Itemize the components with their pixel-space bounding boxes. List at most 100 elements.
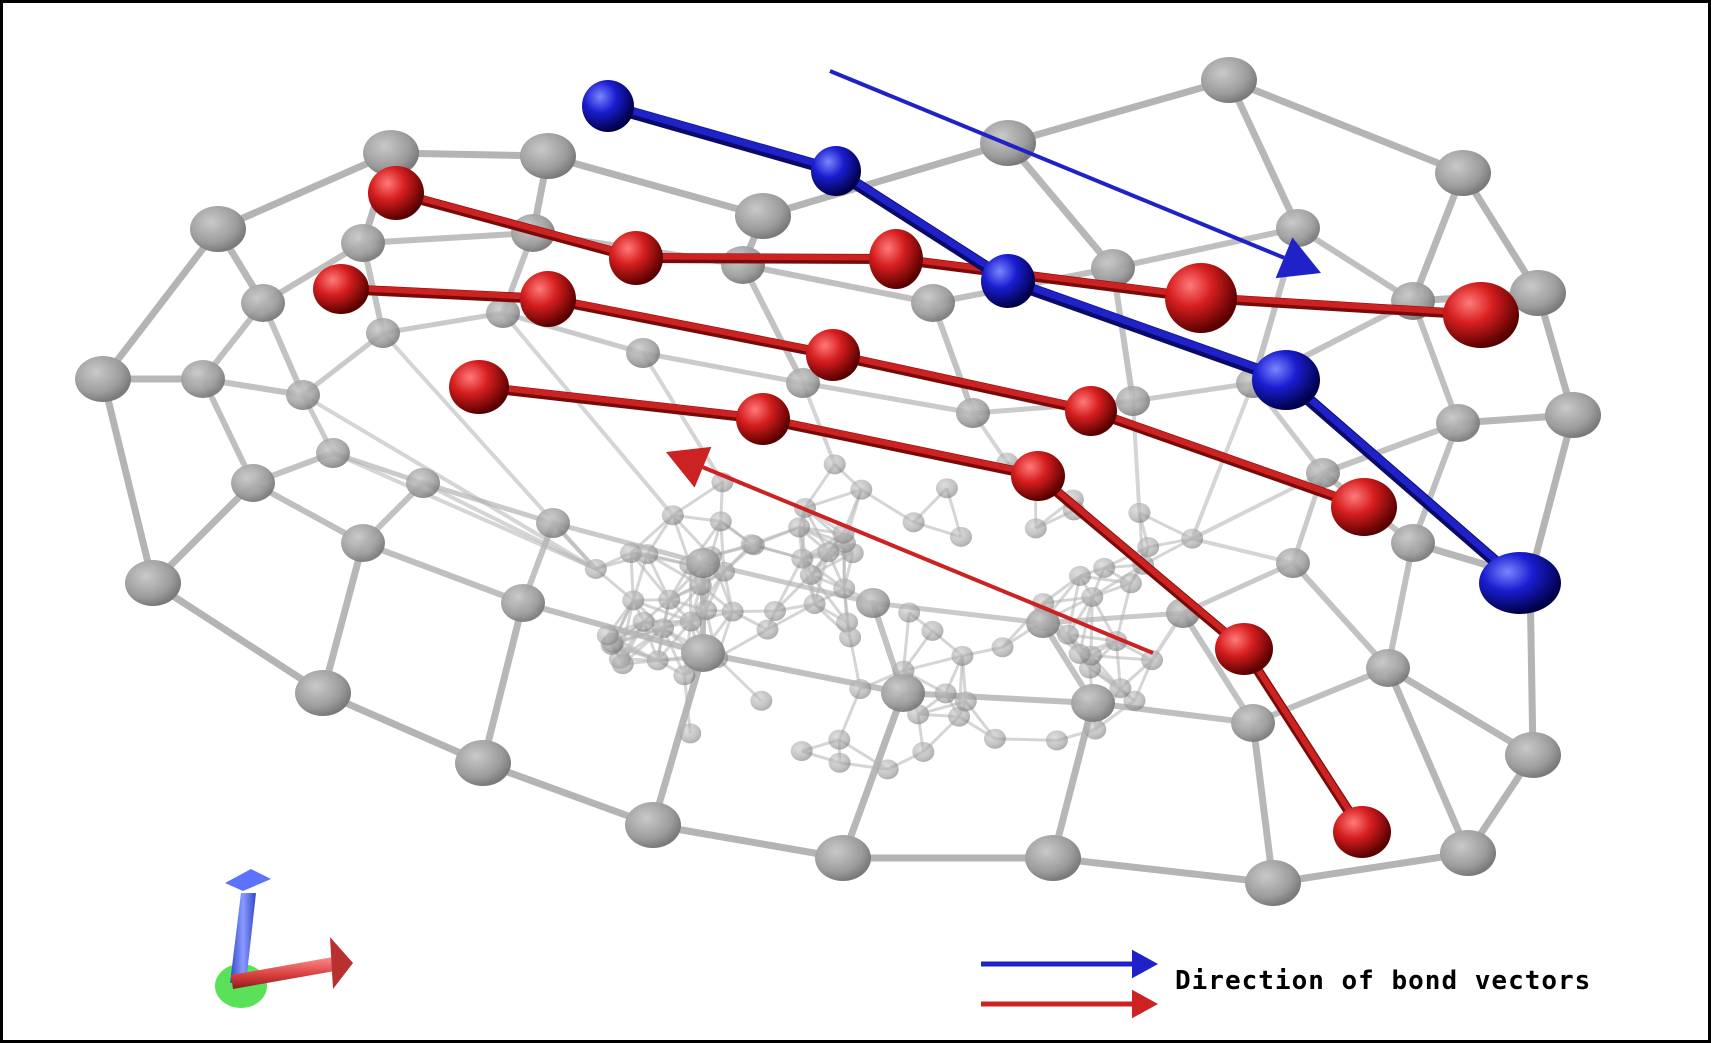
grey-atom bbox=[241, 284, 285, 322]
grey-atom bbox=[646, 650, 669, 671]
grey-atom bbox=[455, 740, 511, 786]
grey-atom bbox=[486, 298, 520, 328]
grey-atom bbox=[935, 478, 958, 499]
grey-atom bbox=[1276, 548, 1310, 578]
grey-bond bbox=[1249, 719, 1277, 887]
grey-atom bbox=[75, 356, 131, 402]
grey-atom bbox=[679, 611, 702, 632]
grey-atom bbox=[799, 564, 822, 585]
grey-bond bbox=[1040, 610, 1186, 626]
grey-atom bbox=[536, 508, 570, 538]
grey-atom bbox=[181, 360, 225, 398]
blue-atom bbox=[582, 80, 634, 132]
blue-atom bbox=[1252, 350, 1320, 410]
grey-bond bbox=[759, 139, 1012, 220]
red-atom bbox=[1443, 282, 1519, 348]
grey-bond bbox=[1131, 399, 1142, 515]
grey-atom bbox=[686, 548, 720, 578]
grey-atom bbox=[839, 627, 862, 648]
grey-atom bbox=[791, 548, 814, 569]
red-atom bbox=[869, 229, 923, 289]
grey-bond bbox=[640, 350, 806, 386]
red-atom-chains bbox=[313, 166, 1519, 858]
blue-atom bbox=[1479, 552, 1561, 614]
grey-bond bbox=[800, 380, 976, 416]
grey-atom bbox=[1545, 392, 1601, 438]
grey-bond bbox=[1110, 225, 1301, 271]
grey-atom bbox=[828, 752, 851, 773]
grey-atom bbox=[1068, 565, 1091, 586]
red-atom bbox=[1011, 451, 1065, 501]
red-atom bbox=[1331, 478, 1397, 536]
grey-atom bbox=[1093, 557, 1116, 578]
grey-bond bbox=[740, 262, 806, 386]
grey-atom bbox=[619, 543, 642, 564]
grey-atom bbox=[902, 512, 925, 533]
grey-atom bbox=[828, 729, 851, 750]
grey-atom bbox=[951, 645, 974, 666]
legend-blue-arrow-head bbox=[1132, 949, 1158, 979]
grey-atom bbox=[1435, 150, 1491, 196]
grey-bond bbox=[1526, 411, 1577, 582]
grey-atom bbox=[1068, 643, 1091, 664]
grey-bond bbox=[1180, 560, 1296, 616]
grey-atom bbox=[956, 398, 990, 428]
grey-atom bbox=[1201, 57, 1257, 103]
grey-atom bbox=[1181, 528, 1204, 549]
red-direction-arrow-shaft bbox=[702, 465, 1154, 655]
grey-atom bbox=[1025, 835, 1081, 881]
grey-bond bbox=[1410, 298, 1461, 426]
grey-atom bbox=[786, 368, 820, 398]
blue-bond-highlight bbox=[1004, 275, 1290, 382]
grey-atom bbox=[948, 706, 971, 727]
red-bond-highlight bbox=[1198, 293, 1484, 317]
grey-atom bbox=[1024, 518, 1047, 539]
grey-bond bbox=[1004, 76, 1233, 147]
grey-atom bbox=[286, 380, 320, 410]
grey-bond bbox=[99, 375, 157, 587]
red-atom bbox=[1065, 386, 1117, 436]
red-atom bbox=[313, 264, 369, 314]
grey-atom bbox=[921, 620, 944, 641]
grey-bond bbox=[1385, 540, 1416, 671]
grey-bond bbox=[641, 351, 725, 485]
grey-bond bbox=[360, 540, 526, 606]
grey-atom bbox=[1119, 573, 1142, 594]
grey-atom bbox=[366, 318, 400, 348]
grey-bond bbox=[360, 230, 536, 246]
grey-bond bbox=[1225, 76, 1302, 232]
grey-atom bbox=[1045, 730, 1068, 751]
grey-bond bbox=[1290, 560, 1391, 671]
grey-atom bbox=[817, 542, 840, 563]
grey-atom bbox=[1366, 649, 1410, 687]
grey-bond bbox=[1180, 610, 1256, 726]
molecular-structure-diagram bbox=[75, 57, 1601, 1019]
grey-atom bbox=[1510, 270, 1566, 316]
grey-atom bbox=[625, 802, 681, 848]
axis-y-head bbox=[225, 869, 271, 891]
legend-label: Direction of bond vectors bbox=[1175, 966, 1592, 996]
red-atom bbox=[806, 329, 860, 381]
grey-atom bbox=[983, 728, 1006, 749]
grey-atom bbox=[658, 589, 681, 610]
grey-atom bbox=[406, 468, 440, 498]
grey-atom bbox=[626, 338, 660, 368]
grey-atom bbox=[632, 611, 655, 632]
grey-bond bbox=[380, 310, 506, 336]
grey-atom bbox=[750, 690, 773, 711]
grey-atom bbox=[596, 625, 619, 646]
grey-bond bbox=[649, 821, 847, 862]
grey-atom bbox=[501, 584, 545, 622]
grey-atom bbox=[1084, 719, 1107, 740]
grey-bond bbox=[1320, 420, 1461, 476]
red-atom bbox=[449, 360, 509, 414]
grey-bond bbox=[1269, 849, 1472, 887]
grey-bond bbox=[1225, 76, 1467, 177]
grey-atom bbox=[735, 193, 791, 239]
grey-bond bbox=[1004, 139, 1117, 272]
red-bond-highlight bbox=[893, 254, 1204, 300]
blue-bond-highlight bbox=[832, 165, 1012, 283]
grey-atom bbox=[1505, 732, 1561, 778]
grey-atom bbox=[911, 284, 955, 322]
grey-atom bbox=[788, 517, 811, 538]
